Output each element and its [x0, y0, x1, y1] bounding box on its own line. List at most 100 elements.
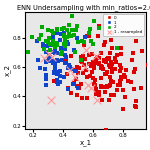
Point — [133, 71, 135, 74]
Point — [93, 67, 96, 69]
Point — [56, 28, 59, 31]
Point — [106, 71, 108, 73]
Point — [65, 42, 67, 45]
Point — [53, 59, 55, 62]
Point — [86, 97, 88, 99]
Point — [92, 77, 94, 79]
Point — [96, 56, 98, 58]
Point — [116, 89, 118, 92]
Point — [97, 35, 100, 37]
Point — [49, 56, 52, 58]
Point — [69, 92, 72, 94]
Point — [98, 24, 101, 27]
Point — [45, 78, 47, 80]
Point — [66, 41, 68, 44]
Point — [48, 54, 51, 56]
Point — [44, 83, 47, 86]
X-axis label: x_1: x_1 — [80, 139, 92, 146]
Point — [104, 91, 106, 93]
Point — [74, 76, 76, 78]
Point — [64, 54, 66, 56]
Point — [66, 36, 68, 39]
Point — [49, 44, 51, 46]
Point — [46, 45, 48, 47]
Point — [111, 71, 113, 73]
Point — [106, 84, 108, 87]
Point — [99, 84, 102, 87]
Point — [134, 105, 136, 107]
Point — [91, 53, 93, 55]
Point — [57, 60, 59, 63]
Point — [106, 57, 108, 60]
Point — [90, 63, 93, 66]
Point — [113, 94, 116, 96]
Point — [135, 100, 137, 103]
Point — [57, 70, 60, 73]
Point — [135, 39, 137, 42]
Point — [56, 81, 58, 84]
Point — [92, 43, 94, 46]
Point — [106, 71, 108, 73]
Point — [76, 37, 78, 40]
Point — [117, 84, 119, 86]
Point — [84, 68, 87, 71]
Point — [63, 26, 65, 29]
Point — [90, 65, 92, 68]
Point — [56, 73, 58, 75]
Point — [119, 47, 122, 49]
Point — [71, 68, 73, 70]
Point — [98, 62, 100, 64]
Point — [68, 24, 70, 26]
Point — [134, 106, 137, 108]
Legend: 0, 1, 2, 1 - resampled: 0, 1, 2, 1 - resampled — [103, 14, 144, 36]
Point — [115, 60, 117, 63]
Point — [76, 66, 78, 68]
Point — [84, 58, 87, 60]
Point — [119, 64, 121, 66]
Point — [57, 83, 59, 85]
Point — [53, 44, 56, 46]
Point — [105, 73, 108, 76]
Point — [93, 65, 95, 67]
Point — [37, 59, 39, 61]
Point — [97, 26, 100, 29]
Point — [44, 60, 47, 62]
Point — [92, 61, 94, 63]
Point — [105, 129, 108, 131]
Point — [78, 87, 80, 89]
Point — [73, 70, 76, 73]
Point — [45, 40, 47, 42]
Point — [114, 58, 117, 60]
Point — [64, 45, 67, 47]
Y-axis label: x_2: x_2 — [4, 64, 11, 76]
Point — [103, 43, 106, 46]
Point — [55, 42, 58, 44]
Point — [98, 91, 101, 93]
Point — [101, 66, 104, 68]
Point — [119, 84, 122, 86]
Point — [107, 57, 110, 59]
Point — [61, 51, 64, 53]
Point — [49, 43, 51, 45]
Point — [61, 59, 64, 61]
Point — [60, 46, 62, 49]
Point — [65, 60, 67, 62]
Point — [78, 67, 80, 69]
Point — [70, 55, 72, 57]
Point — [40, 34, 42, 36]
Point — [94, 61, 96, 63]
Point — [47, 41, 50, 43]
Point — [84, 49, 87, 51]
Point — [131, 52, 134, 54]
Point — [76, 94, 79, 96]
Point — [54, 68, 56, 70]
Point — [95, 89, 97, 91]
Point — [88, 34, 90, 37]
Point — [67, 88, 69, 91]
Point — [52, 51, 54, 54]
Point — [109, 83, 111, 86]
Point — [73, 49, 75, 51]
Point — [81, 72, 84, 74]
Point — [60, 52, 63, 55]
Point — [91, 70, 94, 73]
